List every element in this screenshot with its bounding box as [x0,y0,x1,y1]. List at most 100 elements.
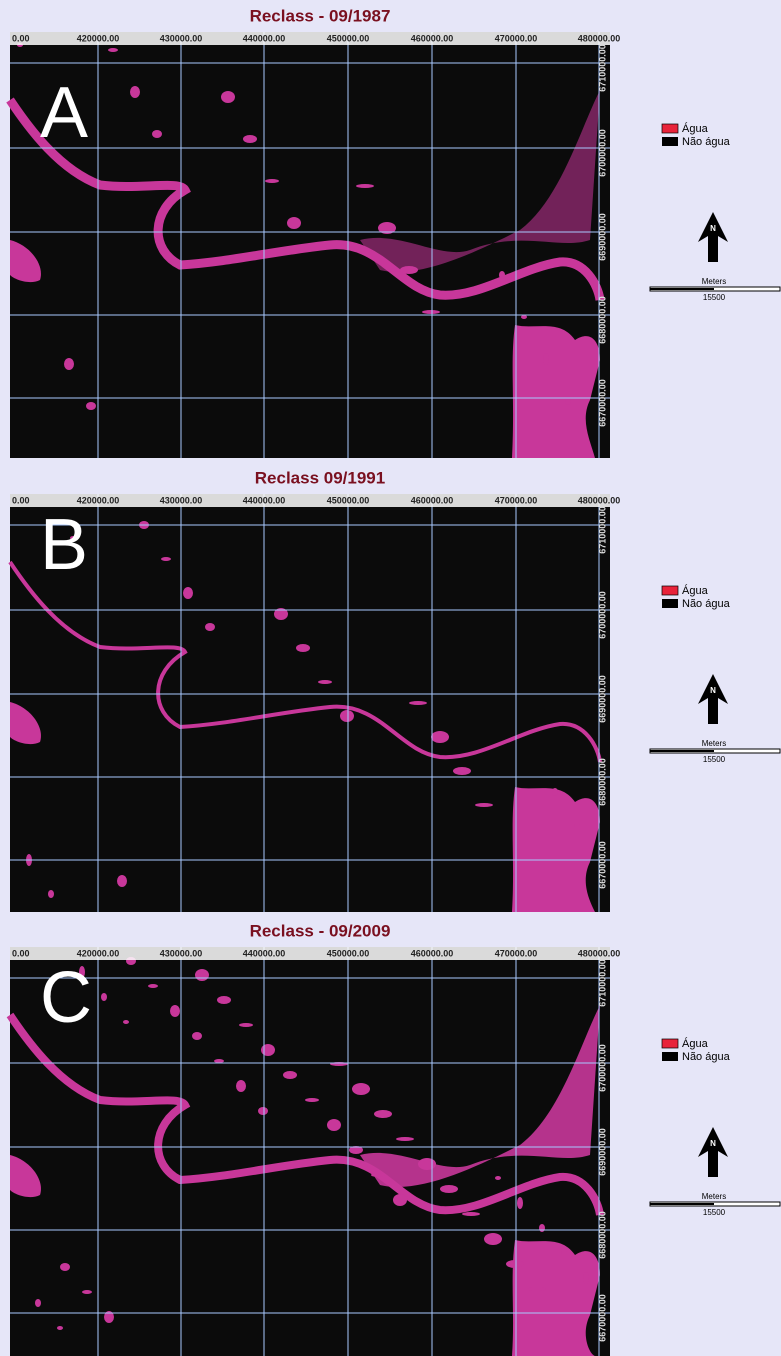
water-patch [261,1044,275,1056]
water-patch [409,701,427,705]
water-patch [205,623,215,631]
legend-swatch [662,1052,678,1061]
water-patch [318,680,332,684]
water-patch [48,890,54,898]
y-coordinate-label: 6700000.00 [597,1044,607,1092]
x-coordinate-label: 480000.00 [578,948,621,958]
water-patch [431,731,449,743]
north-label: N [710,1139,716,1148]
x-coordinate-label: 480000.00 [578,33,621,43]
x-coordinate-label: 480000.00 [578,495,621,505]
water-patch [243,135,257,143]
water-patch [400,266,418,274]
water-patch [352,1083,370,1095]
x-coordinate-label: 420000.00 [77,33,120,43]
panel-letter: A [40,73,88,153]
water-patch [258,1107,268,1115]
water-patch [221,91,235,103]
x-coordinate-label: 460000.00 [411,33,454,43]
water-patch [340,710,354,722]
scale-unit: Meters [702,1192,726,1201]
water-patch [123,1020,129,1024]
y-coordinate-label: 6690000.00 [597,675,607,723]
x-coordinate-label: 470000.00 [495,33,538,43]
water-patch [552,788,558,796]
y-coordinate-label: 6700000.00 [597,129,607,177]
water-patch [265,179,279,183]
water-patch [574,824,580,828]
legend-swatch [662,599,678,608]
north-label: N [710,686,716,695]
x-coordinate-label: 0.00 [12,495,30,505]
water-patch [327,1119,341,1131]
x-coordinate-label: 450000.00 [327,495,370,505]
legend-label: Água [682,122,709,135]
water-patch [296,644,310,652]
water-patch [101,993,107,1001]
x-coordinate-label: 440000.00 [243,33,286,43]
water-patch [583,1272,589,1284]
water-patch [60,1263,70,1271]
water-patch [521,315,527,319]
water-patch [108,48,118,52]
x-coordinate-label: 440000.00 [243,495,286,505]
panel-title: Reclass - 09/2009 [250,921,391,940]
lake [512,325,600,458]
north-arrow [698,1127,728,1177]
water-patch [214,1059,224,1063]
scale-value: 15500 [703,1208,726,1217]
y-coordinate-label: 6710000.00 [597,44,607,92]
y-coordinate-label: 6670000.00 [597,841,607,889]
x-coordinate-label: 430000.00 [160,33,203,43]
water-patch [192,1032,202,1040]
water-patch [117,875,127,887]
water-patch [440,1185,458,1193]
water-patch [305,1098,319,1102]
water-patch [161,557,171,561]
water-patch [422,310,440,314]
x-coordinate-label: 430000.00 [160,948,203,958]
y-coordinate-label: 6710000.00 [597,959,607,1007]
x-coordinate-label: 0.00 [12,33,30,43]
x-coordinate-label: 450000.00 [327,948,370,958]
panel-title: Reclass - 09/1987 [250,6,391,25]
legend-swatch [662,124,678,133]
water-patch [152,130,162,138]
scale-value: 15500 [703,293,726,302]
x-coordinate-label: 470000.00 [495,948,538,958]
legend-label: Água [682,584,709,597]
water-patch [35,1299,41,1307]
x-coordinate-label: 0.00 [12,948,30,958]
water-patch [371,1173,385,1177]
water-patch [170,1005,180,1017]
y-coordinate-label: 6680000.00 [597,296,607,344]
lake [512,787,600,912]
north-arrow [698,674,728,724]
scale-unit: Meters [702,739,726,748]
water-patch [418,1158,436,1170]
water-patch [283,1071,297,1079]
page-body: Reclass - 09/1987 0.00 420000.00 430000.00 4… [0,0,781,1356]
water-patch [64,358,74,370]
water-patch [148,984,158,988]
water-patch [236,1080,246,1092]
water-patch [475,803,493,807]
x-coordinate-label: 450000.00 [327,33,370,43]
legend-swatch [662,1039,678,1048]
legend-label: Não água [682,598,731,610]
y-coordinate-label: 6680000.00 [597,1211,607,1259]
x-coordinate-label: 460000.00 [411,948,454,958]
y-coordinate-label: 6680000.00 [597,758,607,806]
x-coordinate-label: 460000.00 [411,495,454,505]
water-patch [453,767,471,775]
water-patch [130,86,140,98]
water-patch [287,217,301,229]
water-patch [543,353,549,365]
water-patch [393,1194,407,1206]
y-coordinate-label: 6690000.00 [597,213,607,261]
water-patch [183,587,193,599]
water-patch [86,402,96,410]
page: Reclass maps {"panels": [ {"title": "Rec… [0,0,781,1356]
water-patch [517,1197,523,1209]
